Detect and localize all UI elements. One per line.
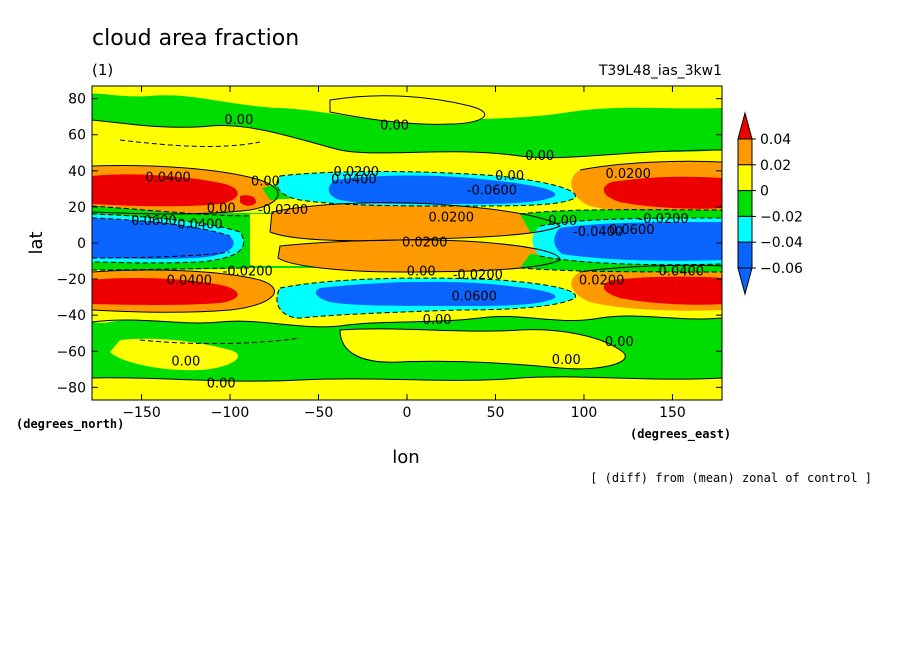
plot-area: 0.00 0.000.000.0400 -0.02000.04000.00-0.06… — [92, 86, 722, 400]
contour-label: 0.0200 — [579, 274, 625, 289]
contour-label: 0.00 — [525, 149, 554, 164]
contour-label: 0.00 — [224, 113, 253, 128]
x-tick-label: −100 — [211, 405, 249, 421]
y-tick-label: −60 — [56, 344, 86, 360]
contour-label: -0.0600 — [467, 183, 517, 198]
y-tick-label: 60 — [68, 128, 86, 144]
x-tick-label: 150 — [659, 405, 686, 421]
contour-label: -0.0200 — [329, 165, 379, 180]
x-tick-label: 100 — [571, 405, 598, 421]
y-tick-label: −20 — [56, 272, 86, 288]
contour-lines-negative — [92, 139, 722, 345]
colorbar-label: −0.04 — [760, 235, 803, 251]
contour-label: 0.00 — [207, 201, 236, 216]
x-axis-label: lon — [392, 447, 419, 468]
colorbar-label: −0.02 — [760, 209, 803, 225]
contour-label: 0.0600 — [451, 290, 497, 305]
contour-label: 0.00 — [605, 335, 634, 350]
x-tick-label: −150 — [122, 405, 160, 421]
contour-label: 0.0400 — [331, 172, 377, 187]
run-label: T39L48_ias_3kw1 — [598, 63, 722, 79]
contour-label: 0.0400 — [177, 218, 223, 233]
contour-label: -0.0200 — [223, 264, 273, 279]
contour-label: 0.00 — [423, 313, 452, 328]
footnote: [ (diff) from (mean) zonal of control ] — [590, 471, 872, 485]
x-tick-label: 0 — [403, 405, 412, 421]
contour-label: 0.0400 — [145, 171, 191, 186]
chart-subtitle: (1) — [92, 61, 113, 79]
contour-lines — [92, 95, 722, 382]
contour-label: -0.0200 — [639, 212, 689, 227]
y-axis: 80 60 40 20 0 −20 −40 −60 −80 — [56, 92, 722, 396]
x-tick-label: 50 — [487, 405, 505, 421]
contour-label-layer: 0.00 0.000.000.0400 -0.02000.04000.00-0.06… — [131, 113, 704, 391]
fill-positive-strong — [92, 174, 722, 305]
colorbar-top-arrow — [737, 111, 753, 140]
colorbar-swatch — [737, 190, 753, 217]
contour-label: 0.0400 — [659, 264, 705, 279]
contour-label: 0.00 — [171, 355, 200, 370]
y-tick-label: 40 — [68, 164, 86, 180]
contour-label: 0.00 — [552, 353, 581, 368]
colorbar-swatch — [737, 164, 753, 192]
colorbar-label: 0 — [760, 184, 769, 200]
y-tick-label: −40 — [56, 308, 86, 324]
y-axis-units: (degrees_north) — [16, 417, 124, 432]
contour-label: -0.0200 — [258, 203, 308, 218]
y-tick-label: −80 — [56, 380, 86, 396]
colorbar: 0.04 0.02 0 −0.02 −0.04 −0.06 — [737, 111, 803, 296]
x-tick-label: −50 — [304, 405, 334, 421]
contour-label: 0.00 — [495, 169, 524, 184]
colorbar-label: −0.06 — [760, 261, 803, 277]
y-tick-label: 0 — [77, 236, 86, 252]
y-axis-label: lat — [26, 231, 47, 254]
colorbar-swatch — [737, 241, 753, 269]
colorbar-bottom-arrow — [737, 267, 753, 296]
contour-label: 0.0200 — [428, 210, 474, 225]
contour-label: 0.0400 — [167, 274, 213, 289]
contour-label: 0.0200 — [605, 167, 651, 182]
colorbar-swatch — [737, 138, 753, 166]
contour-label: 0.0600 — [131, 214, 177, 229]
contour-label: 0.00 — [548, 214, 577, 229]
contour-label: 0.0200 — [402, 236, 448, 251]
chart-title: cloud area fraction — [92, 26, 299, 51]
colorbar-swatch — [737, 215, 753, 243]
y-tick-label: 20 — [68, 200, 86, 216]
contour-label: 0.00 — [251, 174, 280, 189]
colorbar-label: 0.02 — [760, 158, 791, 174]
contour-label: 0.00 — [207, 376, 236, 391]
contour-label: 0.00 — [407, 264, 436, 279]
contour-label: -0.0400 — [573, 225, 623, 240]
y-tick-label: 80 — [68, 92, 86, 108]
contour-label: 0.0600 — [609, 223, 655, 238]
contour-label: 0.00 — [380, 118, 409, 133]
x-axis: −150 −100 −50 0 50 100 150 — [122, 86, 686, 421]
x-axis-units: (degrees_east) — [630, 427, 731, 442]
colorbar-label: 0.04 — [760, 132, 791, 148]
contour-label: -0.0200 — [453, 268, 503, 283]
